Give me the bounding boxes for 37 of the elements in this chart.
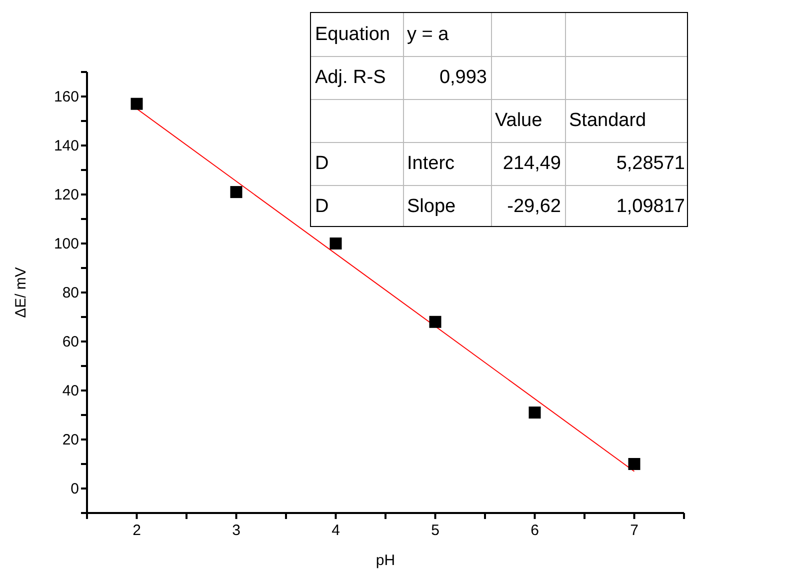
x-tick-label: 6 — [530, 522, 539, 539]
y-tick-label: 160 — [54, 88, 79, 106]
point — [330, 238, 342, 250]
annotation: Adj. R-S — [315, 66, 386, 88]
annotation: -29,62 — [507, 196, 561, 218]
y-tick-label: 140 — [54, 138, 79, 154]
y-tick-label: 20 — [62, 432, 79, 448]
x-tick-label: 7 — [630, 522, 638, 539]
annotation: Slope — [407, 196, 456, 218]
annotation: D — [315, 196, 329, 218]
y-axis-title: ΔE/ mV — [12, 267, 30, 318]
x-tick-label: 5 — [431, 522, 440, 539]
text: Equation — [315, 24, 390, 46]
y-tick-label: 0 — [70, 480, 79, 498]
point — [528, 406, 541, 419]
y-tick-label: 100 — [54, 236, 79, 252]
annotation: Value — [495, 110, 542, 132]
annotation: 214,49 — [502, 152, 561, 174]
x-tick-label: 3 — [232, 522, 240, 539]
annotation: Standard — [569, 110, 646, 132]
annotation: D — [315, 152, 329, 174]
text: y = a — [407, 24, 449, 46]
annotation: Interc — [407, 152, 455, 174]
y-tick-label: 60 — [62, 334, 79, 350]
x-tick-label: 2 — [132, 522, 141, 539]
point — [130, 98, 143, 110]
annotation: 0,993 — [439, 66, 487, 88]
y-tick-label: 40 — [62, 382, 79, 400]
point — [230, 186, 242, 198]
y-tick-label: 80 — [62, 284, 79, 302]
point — [429, 316, 442, 328]
x-tick-label: 4 — [332, 522, 340, 539]
x-axis-title: pH — [376, 552, 396, 569]
y-tick-label: 120 — [54, 186, 79, 204]
annotation: 1,09817 — [616, 196, 685, 218]
annotation: 5,28571 — [616, 152, 685, 174]
point — [628, 458, 640, 470]
